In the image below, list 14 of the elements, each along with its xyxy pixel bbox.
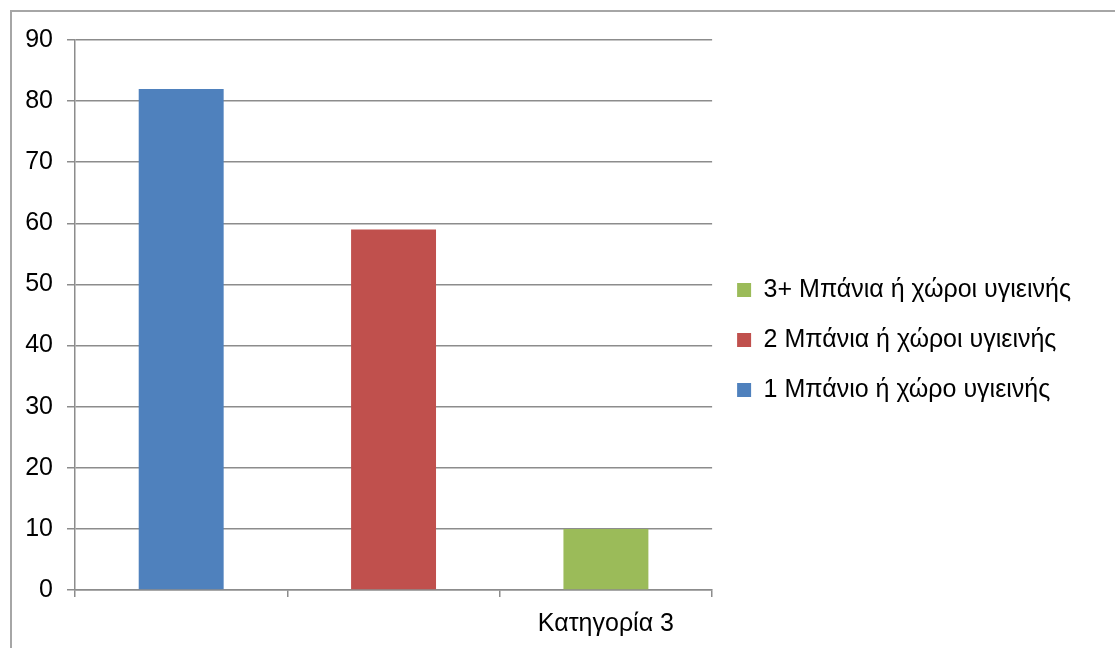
y-tick-label: 40: [25, 329, 53, 358]
y-tick-label: 80: [25, 85, 53, 113]
y-tick-label: 70: [25, 146, 53, 175]
y-tick-label: 90: [25, 23, 53, 52]
y-tick-label: 60: [25, 207, 53, 236]
legend-label: 3+ Μπάνια ή χώροι υγιεινής: [763, 273, 1072, 302]
y-tick-label: 10: [25, 512, 53, 541]
y-tick-label: 20: [25, 451, 53, 480]
y-tick-label: 0: [39, 573, 53, 602]
y-tick-label: 50: [25, 268, 53, 297]
y-tick-label: 30: [25, 390, 53, 419]
legend-label: 1 Μπάνιο ή χώρο υγιεινής: [763, 373, 1051, 402]
legend-label: 2 Μπάνια ή χώροι υγιεινής: [763, 323, 1057, 352]
x-tick-label: Κατηγορία 3: [537, 607, 674, 636]
